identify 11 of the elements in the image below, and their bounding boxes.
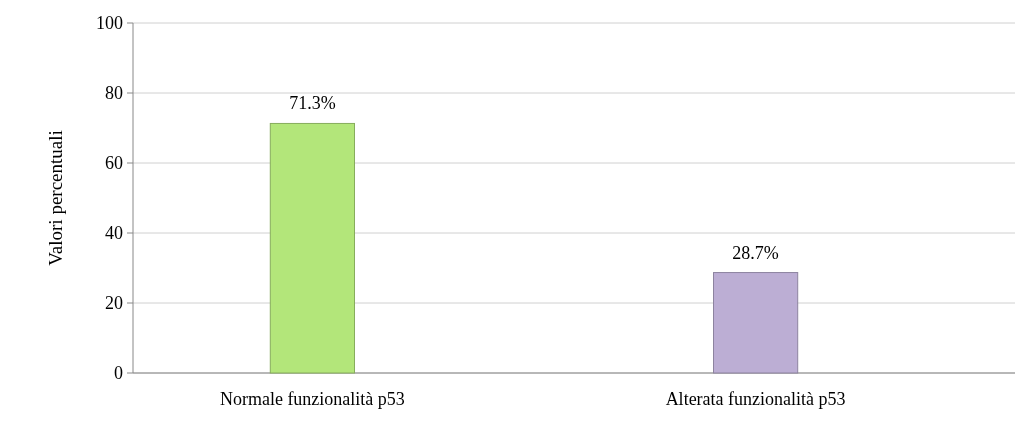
y-tick-label: 80 <box>105 83 123 104</box>
x-tick-label: Normale funzionalità p53 <box>219 389 405 409</box>
y-tick-label: 40 <box>105 223 123 244</box>
y-tick-label: 60 <box>105 153 123 174</box>
data-label: 28.7% <box>732 242 779 263</box>
data-label: 71.3% <box>289 93 336 114</box>
y-tick-label: 100 <box>96 13 123 34</box>
x-tick-label: Alterata funzionalità p53 <box>665 389 846 409</box>
y-tick-label: 20 <box>105 293 123 314</box>
y-tick-label: 0 <box>114 363 123 384</box>
y-axis-title: Valori percentuali <box>45 130 66 266</box>
